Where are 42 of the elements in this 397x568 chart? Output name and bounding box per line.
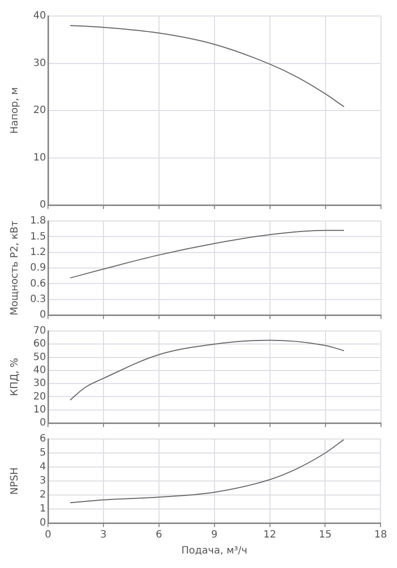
y-tick-label: 30 — [33, 58, 46, 69]
y-tick-label: 40 — [33, 10, 46, 22]
y-tick-label: 20 — [33, 105, 46, 116]
x-tick-label: 12 — [263, 530, 276, 541]
y-tick-label: 50 — [33, 352, 46, 363]
y-tick-label: 6 — [40, 434, 46, 445]
line-series — [70, 24, 344, 108]
y-tick-label: 0.6 — [30, 278, 46, 290]
y-tick-label: 1 — [40, 504, 46, 515]
y-tick-label: 0 — [40, 310, 46, 321]
y-tick-label: 1.8 — [30, 216, 46, 227]
x-tick-label: 18 — [374, 530, 388, 541]
x-tick-label: 15 — [318, 530, 332, 541]
line-series — [70, 230, 344, 278]
y-tick-label: 0.3 — [30, 294, 46, 305]
y-tick-label: 2 — [40, 490, 46, 501]
x-tick-label: 9 — [211, 530, 218, 541]
y-tick-label: 40 — [33, 365, 46, 376]
y-tick-label: 1.5 — [30, 231, 46, 242]
x-axis-title: Подача, м³/ч — [181, 546, 248, 557]
y-tick-label: 0 — [40, 418, 46, 429]
line-series — [70, 340, 344, 400]
y-tick-label: 70 — [33, 326, 46, 337]
y-tick-label: 3 — [40, 476, 46, 487]
y-tick-label: 30 — [33, 378, 46, 390]
y-tick-label: 0.9 — [30, 262, 46, 274]
y-axis-title: КПД, % — [10, 358, 21, 396]
x-tick-label: 3 — [100, 530, 107, 541]
y-tick-label: 0 — [40, 518, 46, 529]
y-axis-title: NPSH — [10, 467, 21, 495]
y-tick-label: 1.2 — [30, 246, 46, 258]
y-tick-label: 10 — [33, 404, 46, 416]
y-tick-label: 20 — [33, 391, 46, 402]
y-tick-label: 10 — [33, 152, 46, 164]
line-series — [70, 439, 344, 504]
y-tick-label: 0 — [40, 200, 46, 211]
x-tick-label: 6 — [156, 530, 162, 541]
y-tick-label: 60 — [33, 338, 46, 350]
y-axis-title: Мощность P2, кВт — [10, 220, 21, 316]
y-axis-title: Напор, м — [10, 87, 21, 134]
y-tick-label: 4 — [40, 462, 46, 473]
y-tick-label: 5 — [40, 448, 46, 459]
